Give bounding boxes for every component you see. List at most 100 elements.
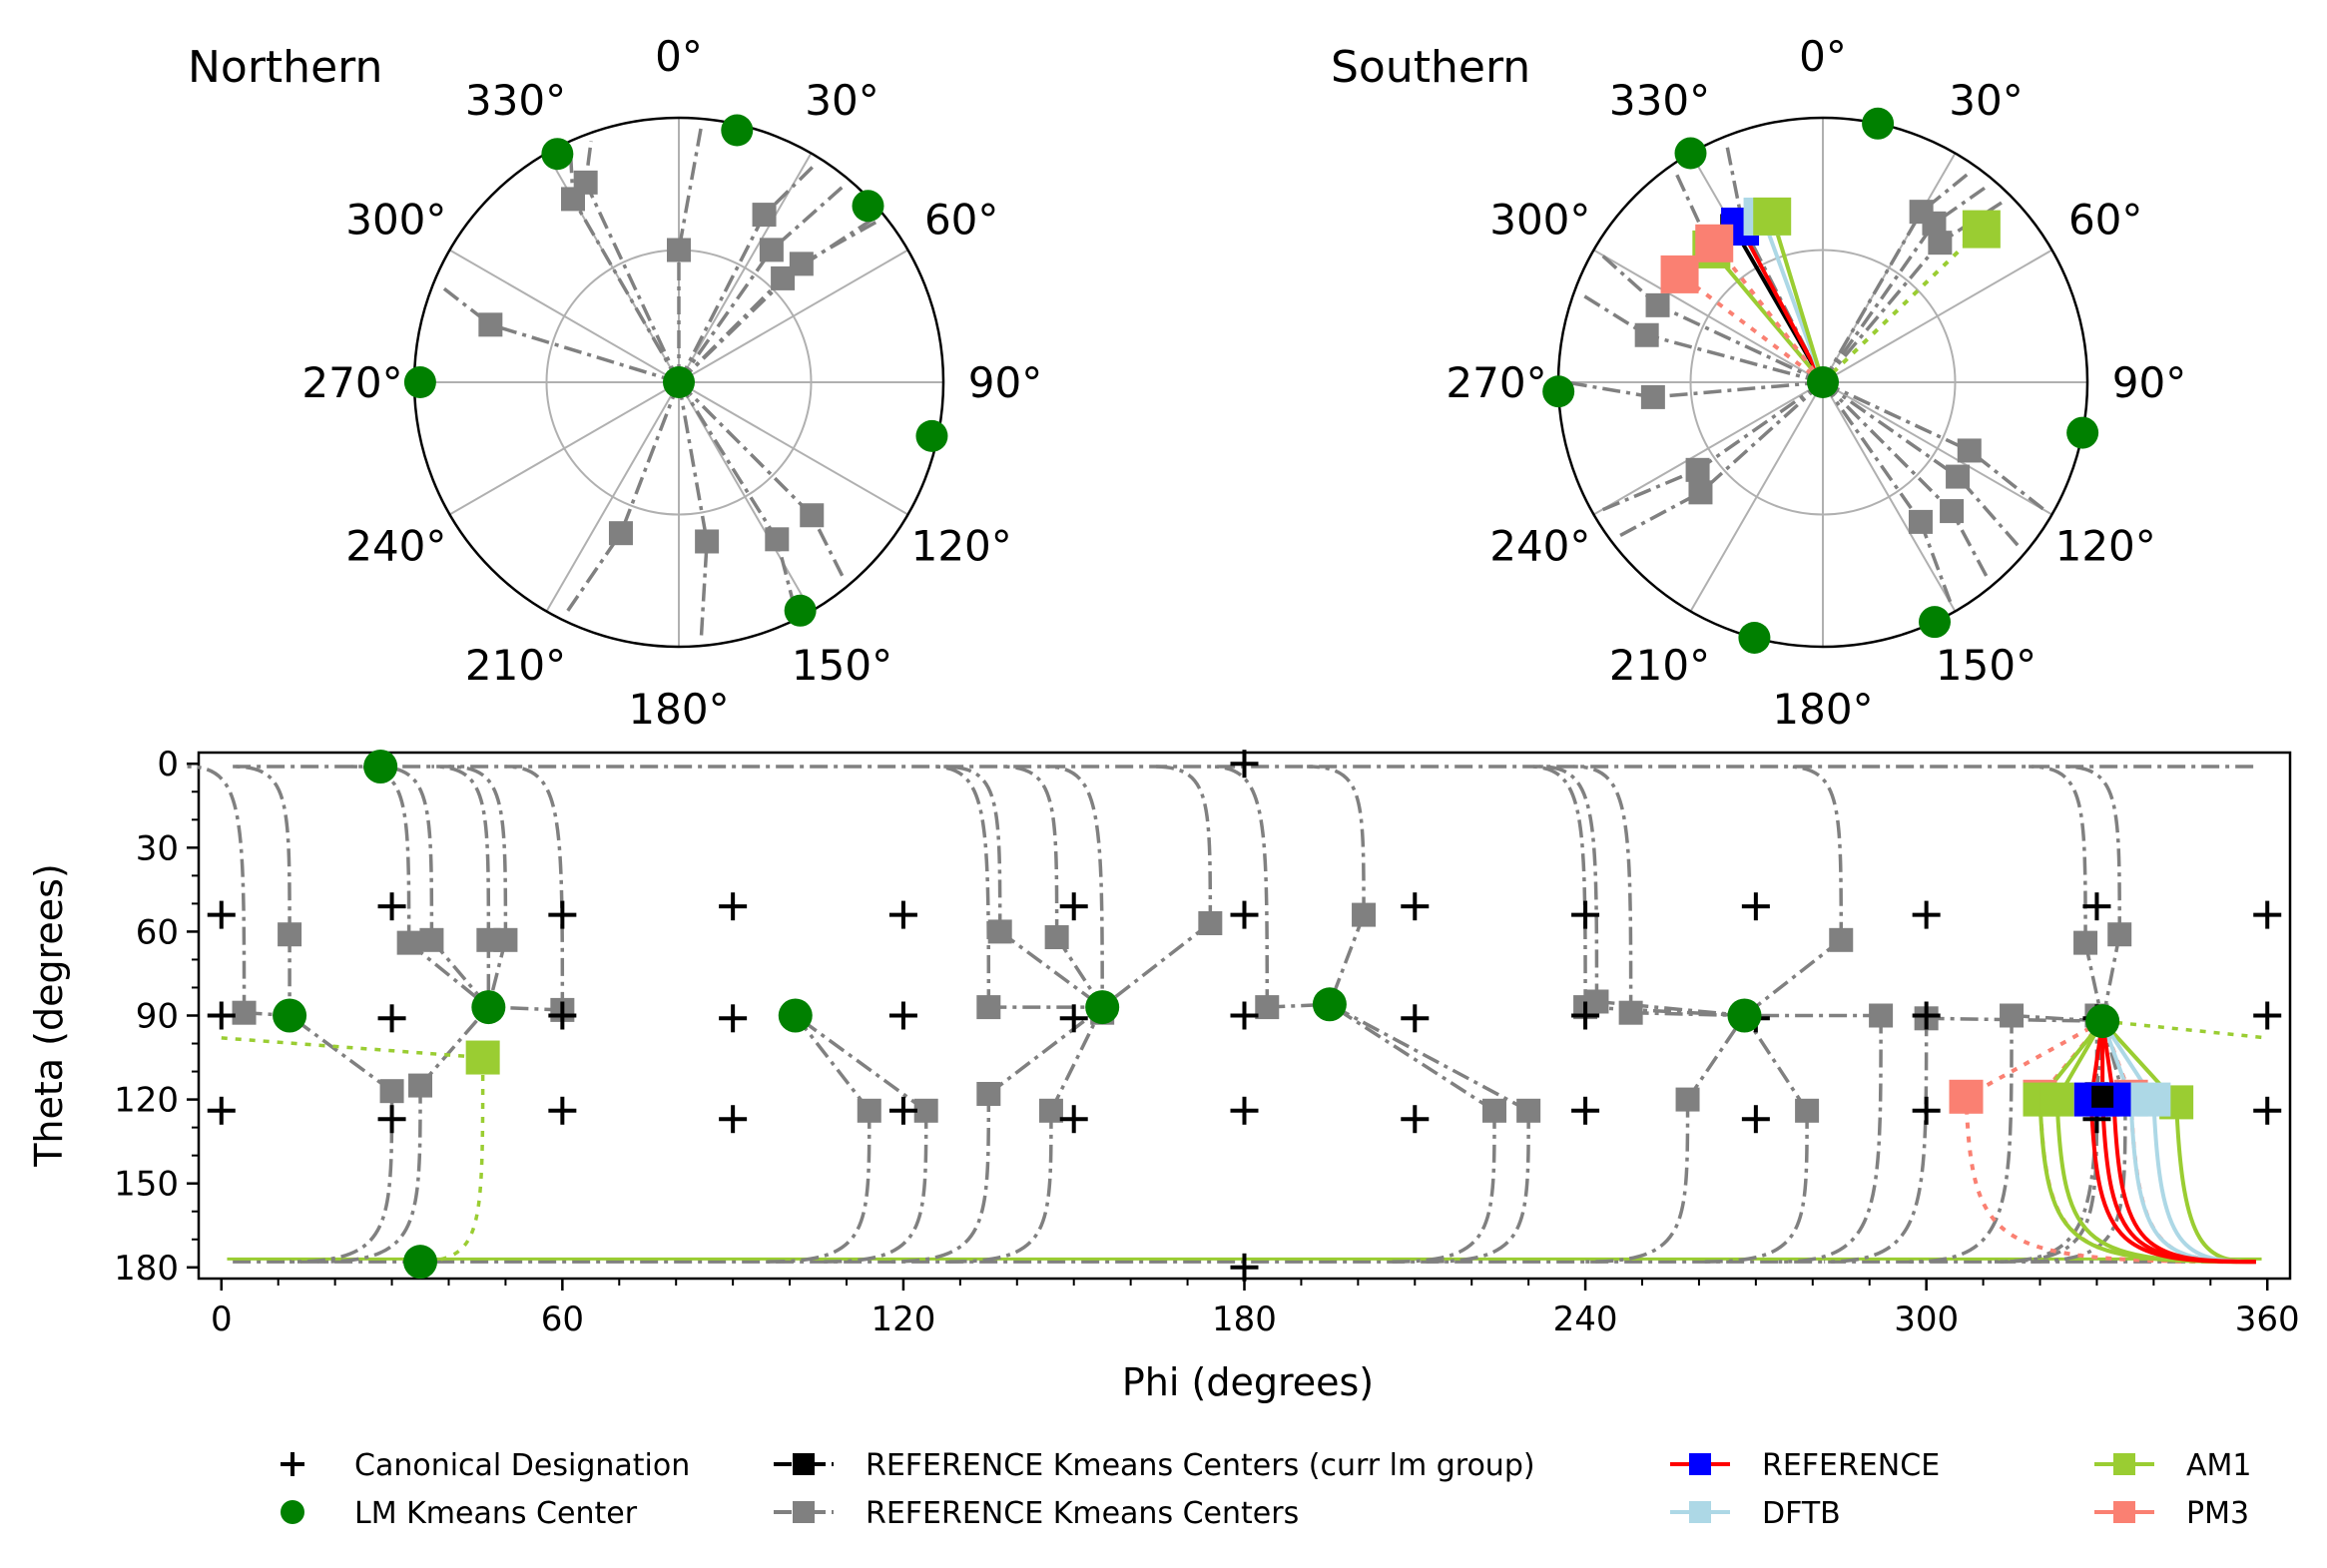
- legend-label: REFERENCE Kmeans Centers (curr lm group): [866, 1448, 1535, 1483]
- ref-path: [1704, 1110, 1809, 1264]
- y-tick-label: 30: [136, 828, 179, 868]
- polar-angle-tick: 30°: [805, 76, 878, 125]
- ref-center-marker: [278, 922, 302, 947]
- canonical-marker: [1230, 1096, 1259, 1125]
- lm-center-marker: [2085, 1004, 2120, 1039]
- legend-square-icon: [793, 1453, 815, 1475]
- canonical-marker: [377, 892, 406, 921]
- legend-square-icon: [793, 1501, 815, 1523]
- lm-center-marker: [1807, 366, 1839, 398]
- ref-center-marker: [1928, 231, 1953, 256]
- lm-center-marker: [1312, 987, 1347, 1022]
- ref-path: [2023, 1102, 2127, 1264]
- canonical-marker: [888, 1096, 917, 1125]
- theta-phi-plot: 0 60 120 180 240 300 360 0 30 60 90 120 150 180: [114, 745, 2300, 1339]
- ref-center-marker: [1869, 1003, 1894, 1028]
- ref-center-marker: [695, 529, 720, 554]
- canonical-marker: [1571, 1096, 1600, 1125]
- pathway-line: [1821, 228, 1984, 384]
- x-tick-label: 120: [871, 1300, 935, 1339]
- reference-path: [2100, 1020, 2256, 1265]
- y-tick-label: 60: [136, 912, 179, 952]
- ref-path: [431, 765, 491, 940]
- canonical-marker: [1401, 1004, 1430, 1033]
- ref-center-path: [564, 381, 681, 615]
- ref-center-marker: [976, 995, 1001, 1020]
- ref-path: [448, 765, 508, 940]
- lm-center-marker: [2066, 416, 2099, 449]
- canonical-marker: [719, 1004, 748, 1033]
- ref-center-marker: [408, 1073, 433, 1098]
- ref-path: [1784, 765, 1844, 940]
- polar-angle-tick: 120°: [911, 522, 1012, 571]
- legend-symbol: [774, 1501, 834, 1523]
- canonical-marker: [1741, 892, 1770, 921]
- ref-center-marker: [667, 238, 691, 262]
- ref-center-marker: [1584, 989, 1609, 1014]
- legend-label: LM Kmeans Center: [354, 1496, 638, 1531]
- ref-path: [1909, 1015, 2014, 1264]
- legend-plus-icon: [281, 1452, 304, 1476]
- canonical-marker: [888, 900, 917, 929]
- lm-center-marker: [721, 114, 754, 147]
- polar-angle-tick: 90°: [2112, 358, 2186, 407]
- ref-path: [1153, 765, 1213, 923]
- ref-path: [1585, 1099, 1690, 1264]
- y-tick-label: 0: [157, 745, 179, 784]
- ref-path: [290, 1091, 394, 1264]
- lm-center-marker: [1738, 621, 1771, 654]
- lm-center-marker: [541, 138, 574, 171]
- polar-angle-tick: 90°: [968, 358, 1042, 407]
- canonical-marker: [1230, 750, 1259, 779]
- ref-center-marker: [857, 1098, 881, 1123]
- ref-center-marker: [573, 170, 598, 195]
- ref-path: [233, 765, 291, 935]
- canonical-marker: [548, 1096, 577, 1125]
- canonical-marker: [1401, 892, 1430, 921]
- ref-path: [505, 765, 565, 1010]
- polar-angle-tick: 60°: [2068, 196, 2142, 245]
- ref-path: [1584, 1005, 1745, 1018]
- lm-center-marker: [471, 990, 506, 1025]
- ref-path: [1045, 765, 1104, 1013]
- canonical-marker: [207, 1096, 236, 1125]
- legend: Canonical Designation LM Kmeans Center REF…: [281, 1448, 2252, 1531]
- ref-path: [187, 765, 247, 1013]
- ref-center-marker: [1795, 1098, 1820, 1123]
- canonical-marker: [1059, 892, 1088, 921]
- ref-center-marker: [1640, 384, 1665, 409]
- ref-path: [1528, 765, 1587, 1008]
- canonical-marker: [1912, 1096, 1941, 1125]
- ref-path: [2083, 942, 2104, 1022]
- am1-path: [221, 1036, 485, 1264]
- polar-spoke: [449, 381, 680, 516]
- pathway-marker: [1695, 224, 1734, 262]
- lm-center-marker: [778, 998, 813, 1033]
- lm-center-marker: [852, 190, 884, 223]
- polar-spoke: [1822, 381, 1957, 612]
- lm-center-marker: [1727, 998, 1762, 1033]
- x-tick-label: 0: [211, 1300, 233, 1339]
- y-tick-label: 150: [114, 1165, 179, 1205]
- x-tick-label: 180: [1212, 1300, 1277, 1339]
- pathway-marker: [1962, 210, 2001, 249]
- am1-marker: [2039, 1082, 2074, 1117]
- ref-center-marker: [1688, 480, 1713, 505]
- ref-center-marker: [752, 203, 777, 228]
- ref-path: [1824, 1018, 1929, 1264]
- ref-path: [999, 765, 1059, 938]
- ref-center-marker: [1352, 902, 1377, 927]
- polar-angle-tick: 300°: [345, 196, 446, 245]
- legend-square-icon: [2113, 1501, 2135, 1523]
- canonical-marker: [207, 900, 236, 929]
- ref-path: [2062, 765, 2121, 935]
- ref-center-marker: [379, 1079, 404, 1104]
- ref-center-path: [677, 381, 709, 639]
- canonical-marker: [1059, 1105, 1088, 1134]
- polar-spoke: [678, 249, 908, 383]
- ref-center-marker: [1909, 200, 1934, 225]
- ref-path: [1329, 1002, 1529, 1113]
- curr-center-marker: [2091, 1085, 2114, 1108]
- lm-center-marker: [784, 594, 817, 627]
- ref-center-marker: [987, 919, 1012, 944]
